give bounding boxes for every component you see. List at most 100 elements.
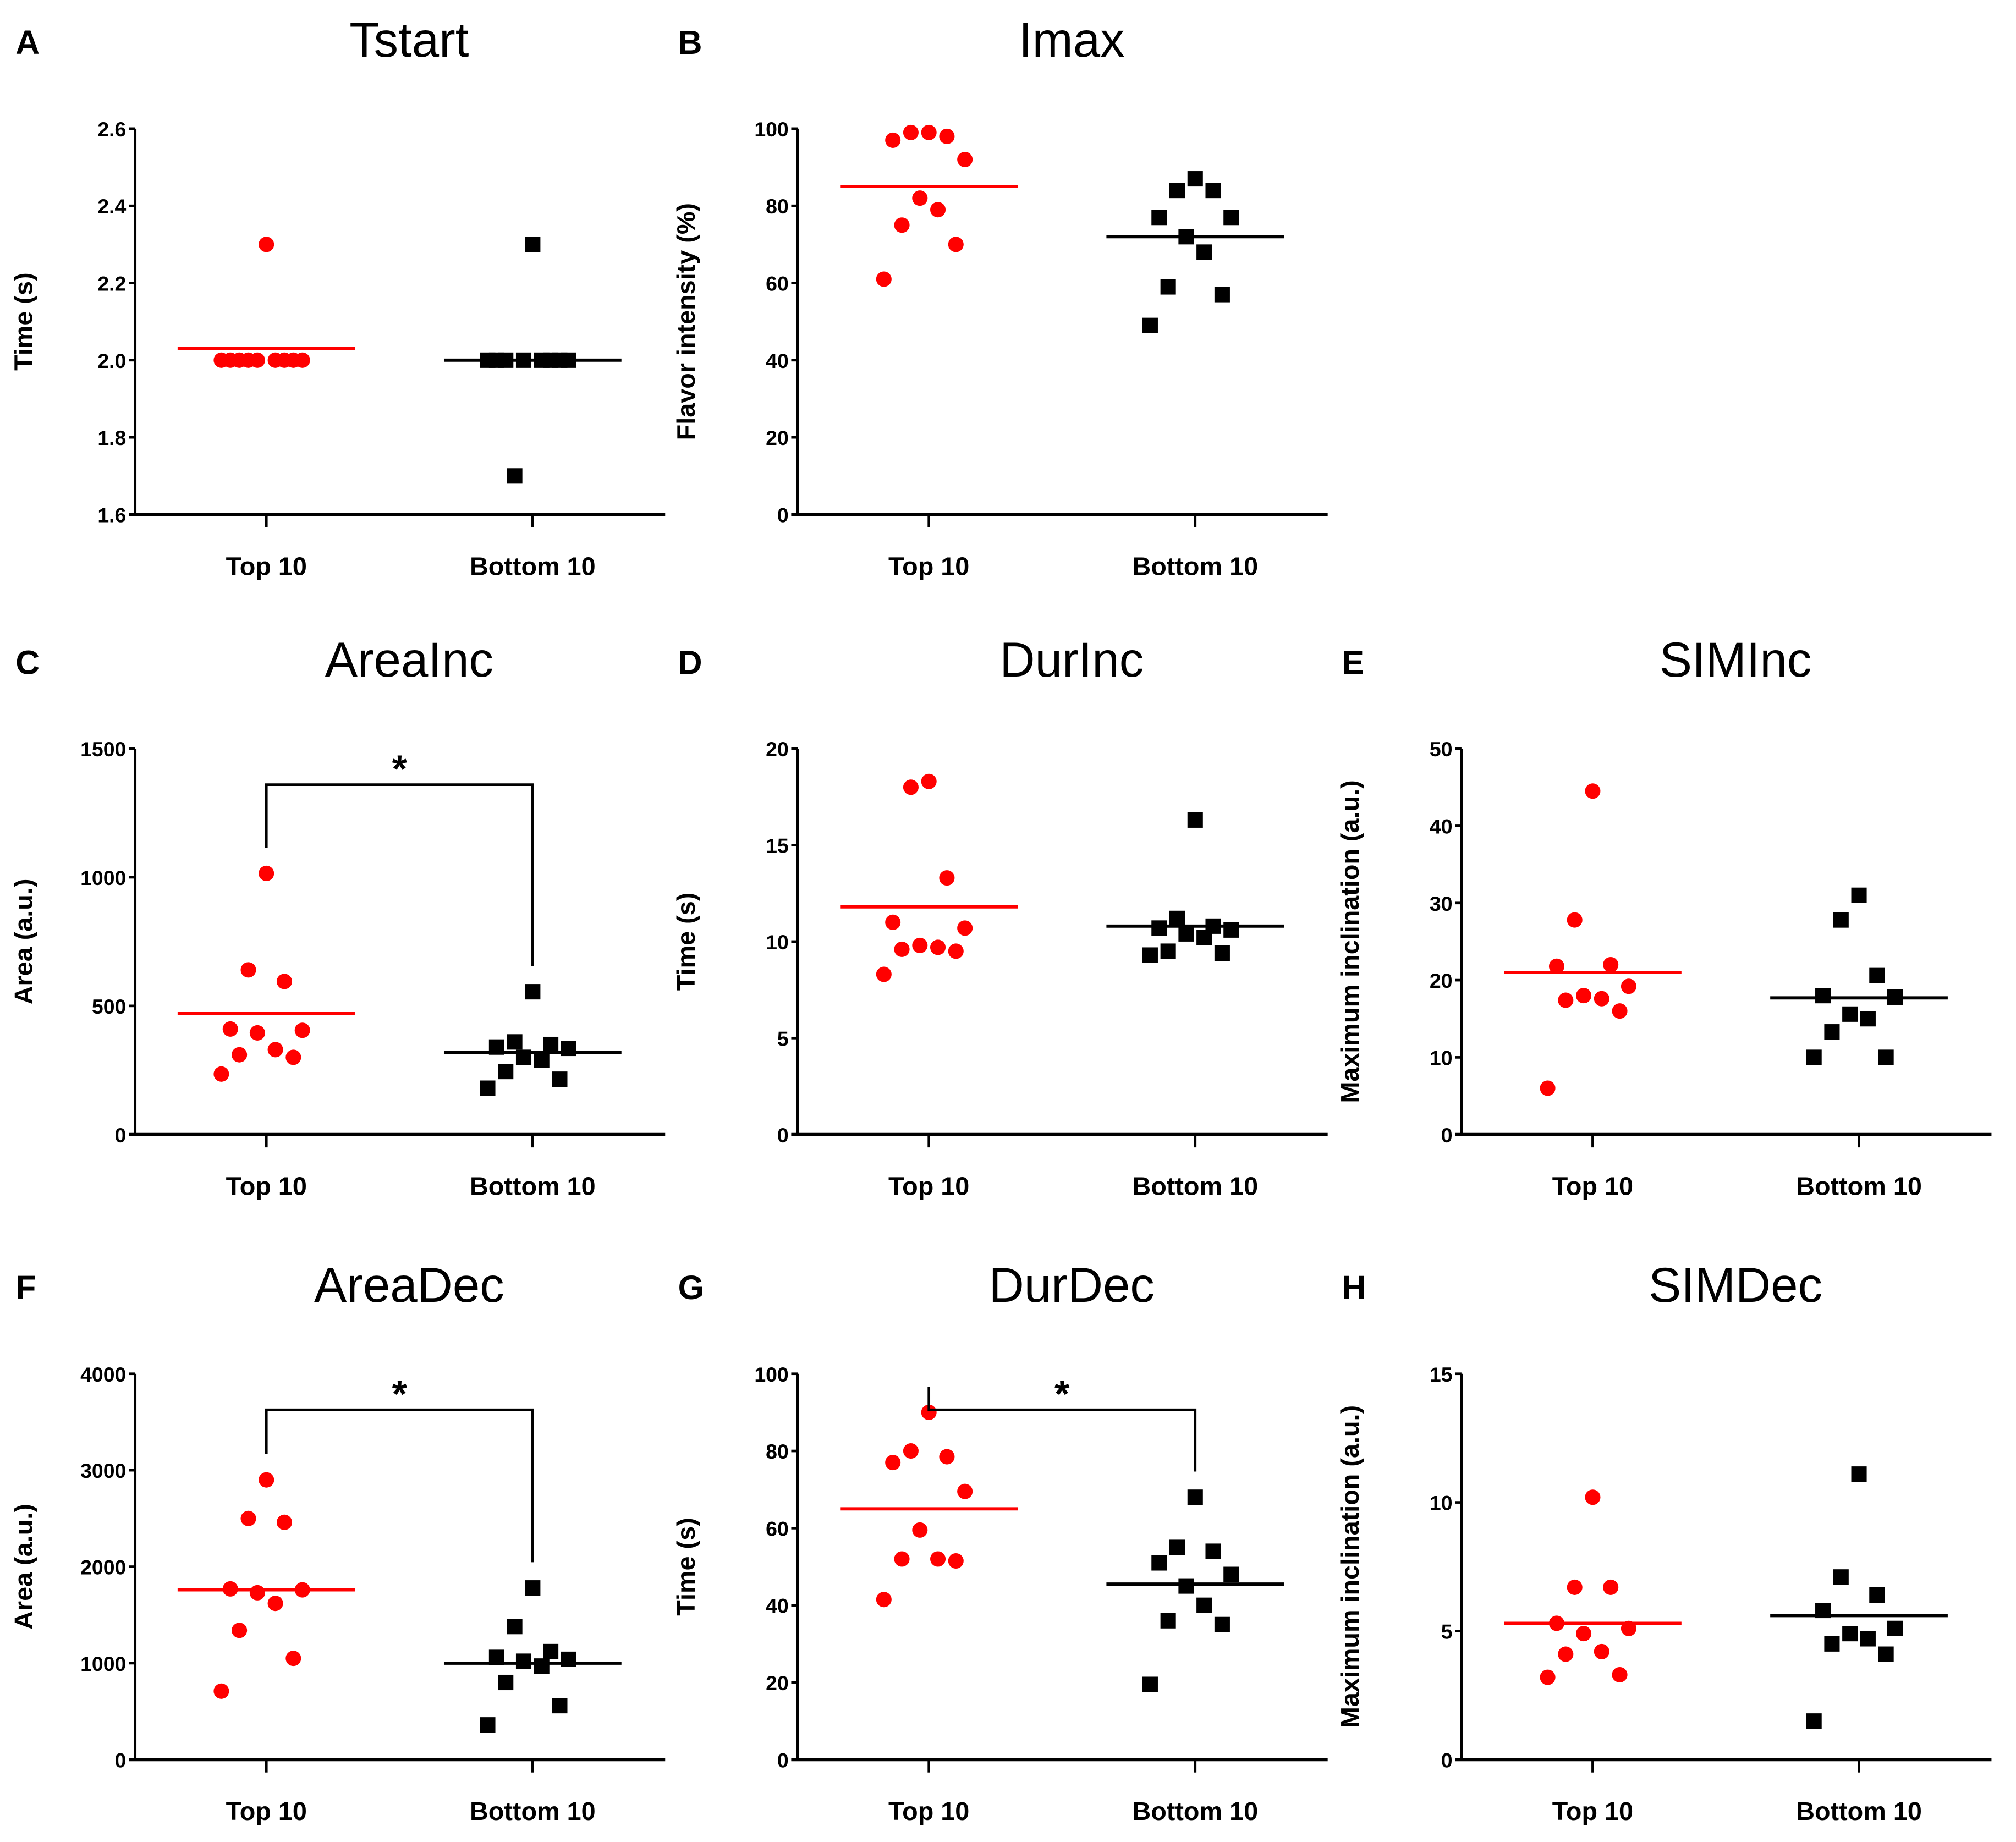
data-point-bottom10 — [498, 1674, 514, 1691]
y-axis-label: Area (a.u.) — [9, 1504, 38, 1630]
data-point-bottom10 — [1223, 210, 1239, 226]
data-point-top10 — [285, 1049, 301, 1065]
data-point-bottom10 — [1142, 317, 1158, 333]
y-tick-label: 60 — [766, 1517, 789, 1540]
x-tick-label: Top 10 — [888, 1797, 969, 1825]
data-point-top10 — [1594, 1643, 1609, 1659]
data-point-bottom10 — [507, 1034, 523, 1050]
data-point-top10 — [259, 865, 274, 882]
data-point-top10 — [249, 1025, 265, 1041]
data-point-top10 — [876, 1592, 892, 1608]
y-tick-label: 1500 — [80, 738, 126, 761]
data-point-top10 — [222, 1021, 238, 1037]
data-point-top10 — [939, 870, 955, 886]
data-point-top10 — [232, 1623, 248, 1638]
data-point-bottom10 — [1833, 1569, 1849, 1585]
data-point-top10 — [276, 974, 293, 989]
y-tick-label: 2.4 — [97, 195, 126, 218]
x-tick-label: Top 10 — [226, 1172, 307, 1201]
y-tick-label: 0 — [777, 1748, 789, 1772]
data-point-top10 — [930, 939, 946, 955]
data-point-top10 — [957, 1483, 973, 1499]
data-point-bottom10 — [515, 1653, 532, 1669]
data-point-top10 — [948, 943, 964, 959]
y-tick-label: 40 — [766, 1594, 789, 1618]
y-tick-label: 100 — [754, 1363, 788, 1386]
data-point-bottom10 — [1151, 210, 1167, 226]
y-tick-label: 20 — [1430, 969, 1453, 992]
panel-d: D DurInc 0 5 10 15 20 Time (s) Top 10 Bottom 10 — [672, 633, 1328, 1201]
data-point-bottom10 — [1842, 1626, 1858, 1642]
y-tick-label: 80 — [766, 195, 789, 218]
data-point-bottom10 — [534, 1052, 550, 1068]
data-point-bottom10 — [1196, 1597, 1212, 1613]
x-tick-label: Bottom 10 — [1796, 1172, 1922, 1201]
x-tick-label: Bottom 10 — [470, 1172, 596, 1201]
y-tick-label: 2000 — [80, 1556, 126, 1579]
data-point-bottom10 — [1187, 812, 1203, 828]
data-point-bottom10 — [1205, 1543, 1221, 1559]
data-point-top10 — [1576, 1626, 1592, 1642]
data-point-top10 — [259, 237, 274, 252]
significance-star: * — [392, 1372, 408, 1416]
data-point-top10 — [249, 1585, 265, 1601]
y-tick-label: 1000 — [80, 866, 126, 889]
data-point-bottom10 — [525, 237, 541, 252]
data-point-bottom10 — [525, 984, 541, 1000]
x-tick-label: Top 10 — [888, 1172, 969, 1201]
data-point-bottom10 — [1178, 926, 1194, 942]
y-tick-label: 10 — [1430, 1046, 1453, 1069]
y-tick-label: 4000 — [80, 1363, 126, 1386]
panel-a: A Tstart 1.6 1.8 2.0 2.2 2.4 2.6 Time (s) Top 10 B… — [9, 13, 666, 580]
y-tick-label: 2.2 — [97, 272, 126, 295]
data-point-top10 — [903, 124, 919, 140]
data-point-top10 — [1603, 956, 1619, 973]
x-tick-label: Top 10 — [1552, 1172, 1633, 1201]
data-point-top10 — [948, 237, 964, 252]
panel-title: Imax — [1019, 13, 1125, 67]
significance-bracket — [265, 1408, 534, 1563]
panel-title: DurDec — [989, 1258, 1155, 1312]
data-point-bottom10 — [507, 468, 523, 484]
x-tick-label: Bottom 10 — [1132, 1797, 1258, 1825]
panel-title: SIMInc — [1660, 633, 1812, 687]
panel-letter: F — [15, 1269, 36, 1306]
data-point-top10 — [285, 1651, 301, 1667]
y-tick-label: 0 — [1441, 1124, 1453, 1147]
data-point-bottom10 — [1214, 1616, 1230, 1632]
data-point-top10 — [894, 1551, 910, 1567]
data-point-bottom10 — [1842, 1006, 1858, 1022]
data-point-bottom10 — [1160, 943, 1176, 959]
panel-letter: D — [678, 644, 702, 681]
data-point-bottom10 — [1196, 244, 1212, 260]
data-point-top10 — [1585, 1489, 1601, 1505]
data-point-bottom10 — [1214, 287, 1230, 303]
data-point-top10 — [912, 937, 928, 953]
data-point-bottom10 — [1151, 1555, 1167, 1571]
x-tick-label: Top 10 — [888, 552, 969, 580]
data-point-bottom10 — [1878, 1049, 1894, 1065]
y-tick-label: 3000 — [80, 1459, 126, 1482]
significance-star: * — [392, 747, 408, 790]
y-axis-label: Area (a.u.) — [9, 879, 38, 1005]
y-axis-label: Flavor intensity (%) — [672, 203, 700, 440]
panel-title: DurInc — [999, 633, 1144, 687]
data-point-top10 — [294, 1022, 310, 1038]
y-tick-label: 500 — [92, 995, 126, 1018]
data-point-bottom10 — [552, 1071, 568, 1087]
significance-star: * — [1054, 1372, 1070, 1416]
y-tick-label: 1.6 — [97, 504, 126, 527]
data-point-bottom10 — [480, 1717, 496, 1733]
data-point-bottom10 — [1878, 1646, 1894, 1662]
panel-f: F AreaDec 0 1000 2000 3000 4000 Area (a.u.) Top … — [9, 1258, 666, 1825]
data-point-top10 — [939, 128, 955, 144]
data-point-top10 — [1567, 912, 1583, 928]
data-point-bottom10 — [1833, 912, 1849, 928]
data-point-top10 — [1548, 958, 1564, 974]
y-tick-label: 5 — [1441, 1620, 1453, 1643]
x-tick-label: Bottom 10 — [1132, 1172, 1258, 1201]
data-point-bottom10 — [1187, 1489, 1203, 1505]
data-point-top10 — [1567, 1579, 1583, 1595]
y-tick-label: 100 — [754, 118, 788, 141]
panel-letter: G — [678, 1269, 704, 1306]
